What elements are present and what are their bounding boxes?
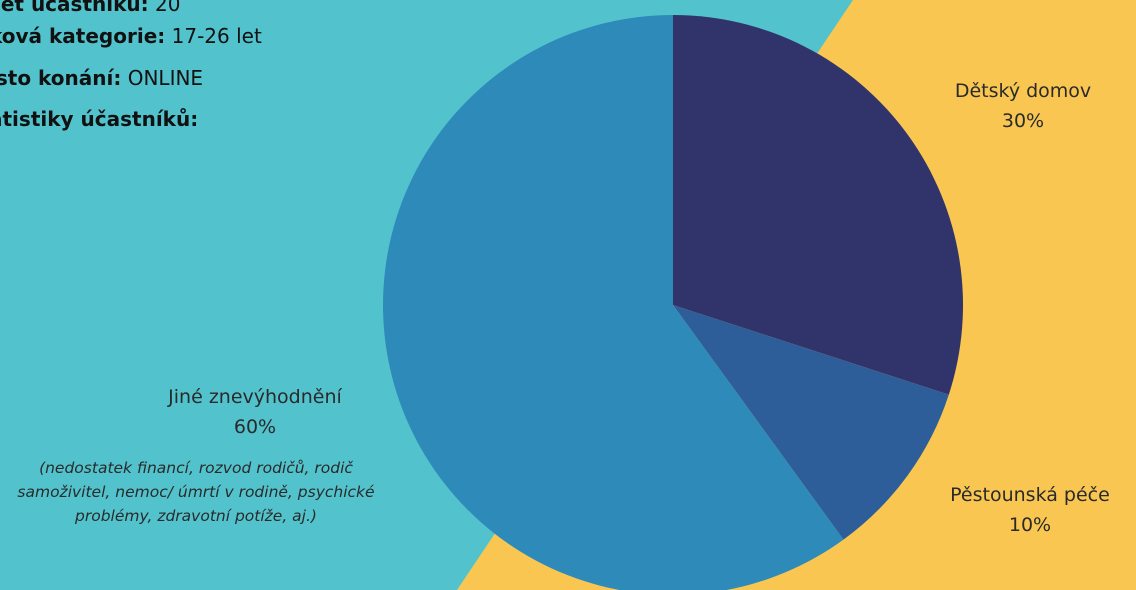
info-participants: čet účastníků: 20 <box>0 0 180 16</box>
label-detsky-domov-name: Dětský domov <box>954 80 1092 102</box>
info-age-category-value: 17-26 let <box>165 24 262 48</box>
pie-slice-detsky-domov <box>673 15 963 395</box>
pie-slice-pestounska-pece <box>673 305 949 540</box>
info-venue-value: ONLINE <box>121 66 204 90</box>
label-detsky-domov-value: 30% <box>1001 110 1045 132</box>
info-age-category: ková kategorie: 17-26 let <box>0 24 262 48</box>
label-jine-znevyhodneni: Jiné znevýhodnění 60% <box>140 382 370 442</box>
info-age-category-key: ková kategorie: <box>0 24 166 48</box>
info-statistics-key: atistiky účastníků: <box>0 107 199 131</box>
info-statistics: atistiky účastníků: <box>0 107 198 131</box>
label-jine-znevyhodneni-value: 60% <box>233 416 277 438</box>
note-jine-examples: (nedostatek financí, rozvod rodičů, rodi… <box>17 459 375 525</box>
label-pestounska-pece: Pěstounská péče 10% <box>930 480 1130 540</box>
info-venue: ísto konání: ONLINE <box>0 66 203 90</box>
info-participants-value: 20 <box>148 0 181 16</box>
info-participants-key: čet účastníků: <box>0 0 149 16</box>
info-venue-key: ísto konání: <box>0 66 122 90</box>
label-pestounska-pece-value: 10% <box>1008 514 1052 536</box>
label-pestounska-pece-name: Pěstounská péče <box>950 484 1110 506</box>
label-detsky-domov: Dětský domov 30% <box>928 76 1118 136</box>
label-jine-znevyhodneni-name: Jiné znevýhodnění <box>168 386 342 408</box>
pie-slice-jine-znevyhodneni <box>383 15 844 590</box>
